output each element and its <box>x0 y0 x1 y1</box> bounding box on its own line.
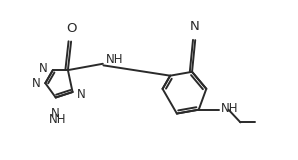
Text: N: N <box>77 88 86 101</box>
Text: N: N <box>32 77 41 90</box>
Text: N: N <box>190 20 199 33</box>
Text: N: N <box>51 107 60 120</box>
Text: O: O <box>67 22 77 35</box>
Text: NH: NH <box>49 113 66 126</box>
Text: N: N <box>39 62 48 75</box>
Text: NH: NH <box>106 53 123 66</box>
Text: NH: NH <box>221 102 239 115</box>
